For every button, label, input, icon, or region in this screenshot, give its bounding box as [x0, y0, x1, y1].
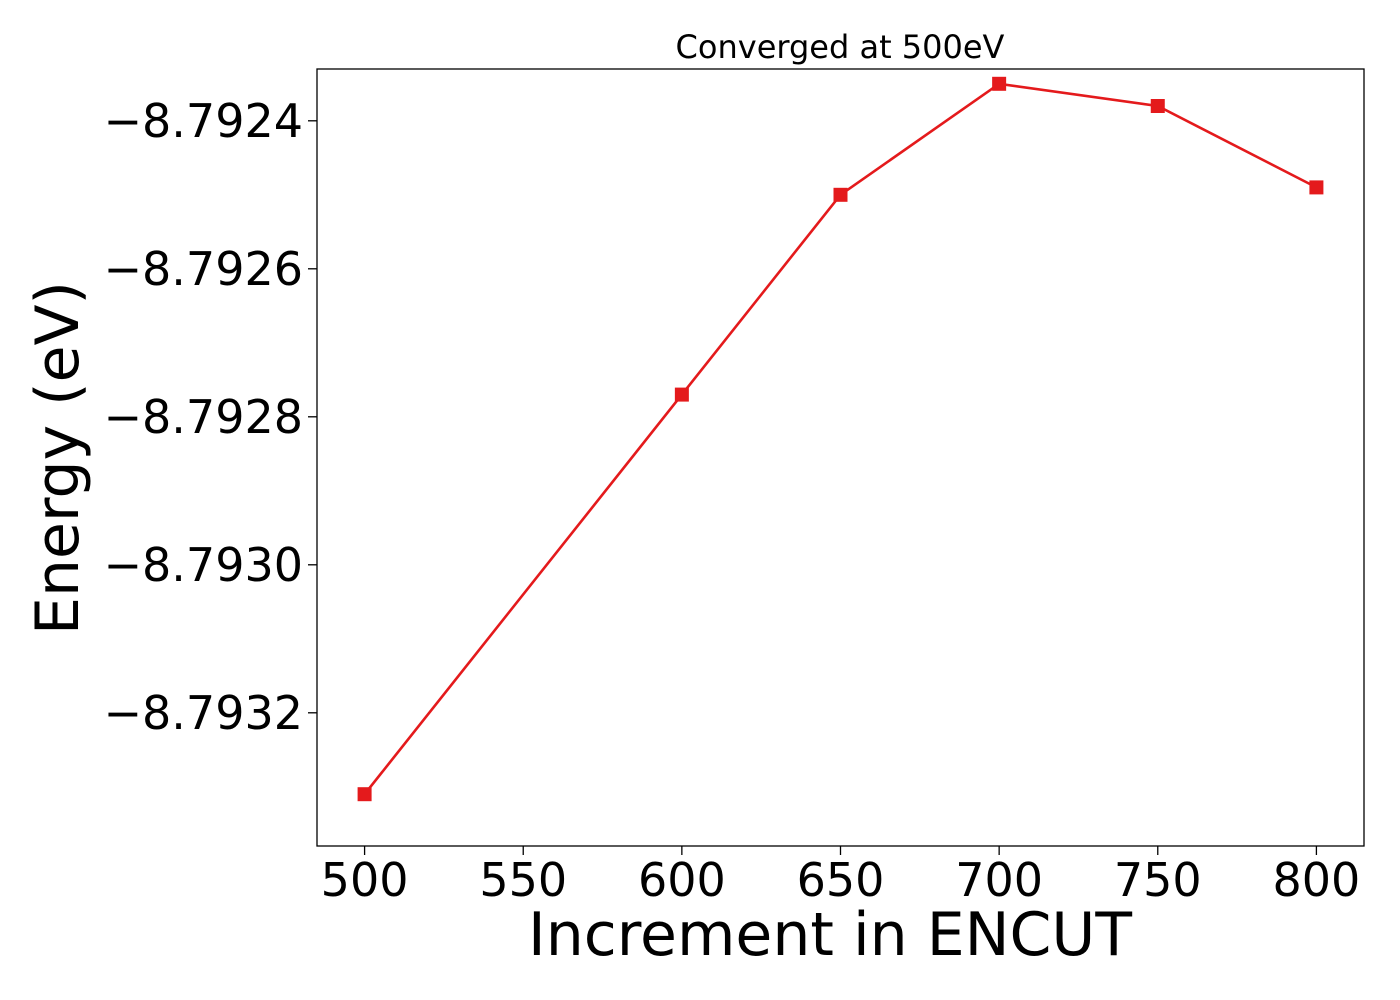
data-point-marker [992, 76, 1007, 91]
y-axis-label: Energy (eV) [23, 281, 93, 635]
x-tick-label: 750 [1114, 853, 1202, 907]
x-tick-label: 650 [797, 853, 885, 907]
y-tick-label: −8.7924 [104, 94, 304, 148]
data-point-marker [1150, 99, 1165, 113]
x-axis-ticks: 500 550 600 650 700 750 800 [321, 846, 1361, 907]
x-tick-label: 600 [638, 853, 726, 907]
x-tick-label: 700 [955, 853, 1043, 907]
series-layer [357, 76, 1324, 802]
x-tick-label: 500 [321, 853, 409, 907]
series-line [363, 82, 1318, 796]
y-tick-label: −8.7926 [104, 242, 304, 296]
y-axis-ticks: −8.7932 −8.7930 −8.7928 −8.7926 −8.7924 [104, 94, 317, 740]
x-axis-label: Increment in ENCUT [528, 900, 1132, 970]
data-point-marker [674, 387, 689, 402]
x-tick-label: 800 [1273, 853, 1361, 907]
x-tick-label: 550 [479, 853, 567, 907]
y-tick-label: −8.7928 [104, 390, 304, 444]
plot-area-frame [316, 68, 1365, 847]
data-point-marker [1309, 180, 1324, 195]
data-point-marker [357, 787, 372, 802]
chart-title: Converged at 500eV [676, 28, 1005, 66]
y-tick-label: −8.7932 [104, 686, 304, 740]
data-point-marker [833, 187, 848, 202]
y-tick-label: −8.7930 [104, 538, 304, 592]
